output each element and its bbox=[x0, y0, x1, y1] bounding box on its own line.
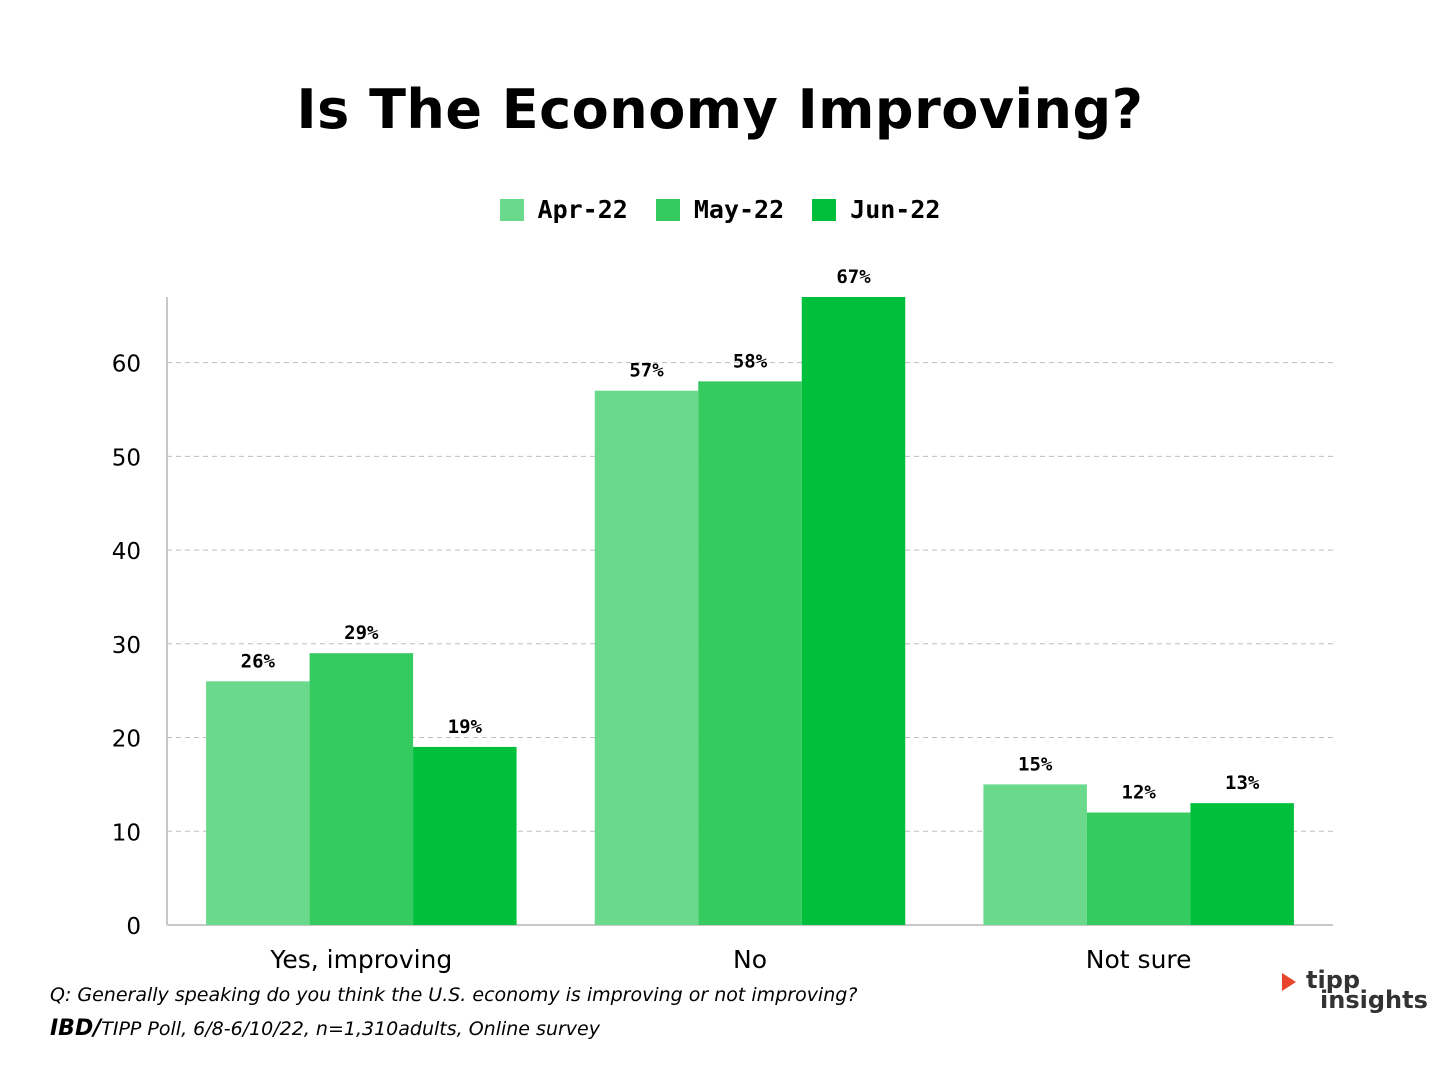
bar bbox=[594, 390, 699, 926]
x-category-label: No bbox=[733, 945, 767, 974]
data-label: 26% bbox=[241, 650, 276, 672]
x-category-label: Not sure bbox=[1086, 945, 1192, 974]
y-tick-label: 40 bbox=[112, 539, 141, 565]
y-tick-label: 50 bbox=[112, 445, 141, 471]
y-tick-label: 10 bbox=[112, 820, 141, 846]
bar bbox=[801, 297, 906, 925]
data-label: 13% bbox=[1225, 772, 1260, 794]
survey-source-bold: IBD/ bbox=[50, 1016, 102, 1041]
bar bbox=[413, 746, 517, 925]
bar bbox=[983, 784, 1087, 925]
legend-swatch-jun-22 bbox=[812, 198, 837, 221]
legend-label-apr-22: Apr-22 bbox=[537, 195, 628, 224]
y-tick-label: 20 bbox=[112, 727, 141, 753]
data-label: 58% bbox=[733, 350, 768, 372]
bar bbox=[206, 681, 310, 925]
legend-item-jun-22: Jun-22 bbox=[812, 195, 940, 224]
bar bbox=[1086, 812, 1191, 925]
data-label: 12% bbox=[1122, 782, 1157, 804]
data-label: 19% bbox=[448, 716, 483, 738]
bar bbox=[698, 381, 802, 925]
y-tick-label: 0 bbox=[126, 914, 141, 940]
legend-label-jun-22: Jun-22 bbox=[850, 195, 941, 224]
survey-source: IBD/TIPP Poll, 6/8-6/10/22, n=1,310adult… bbox=[50, 1016, 600, 1041]
chart-title: Is The Economy Improving? bbox=[296, 78, 1144, 141]
data-label: 67% bbox=[836, 266, 871, 288]
legend-swatch-apr-22 bbox=[499, 198, 524, 221]
data-label: 57% bbox=[629, 360, 664, 382]
x-category-label: Yes, improving bbox=[269, 945, 452, 974]
legend-item-may-22: May-22 bbox=[655, 195, 785, 224]
tipp-insights-logo: tipp insights bbox=[1282, 966, 1428, 1016]
y-tick-label: 30 bbox=[112, 633, 141, 659]
bar bbox=[309, 653, 414, 925]
legend-label-may-22: May-22 bbox=[693, 195, 785, 224]
logo-arrow-icon bbox=[1282, 973, 1296, 991]
data-label: 29% bbox=[344, 622, 379, 644]
survey-question: Q: Generally speaking do you think the U… bbox=[50, 984, 858, 1006]
legend-swatch-may-22 bbox=[655, 198, 680, 221]
y-tick-label: 60 bbox=[112, 352, 141, 378]
bar bbox=[1190, 803, 1294, 925]
survey-source-details: TIPP Poll, 6/8-6/10/22, n=1,310adults, O… bbox=[101, 1018, 600, 1040]
legend-item-apr-22: Apr-22 bbox=[499, 195, 628, 224]
chart-legend: Apr-22 May-22 Jun-22 bbox=[0, 195, 1440, 224]
logo-text-insights: insights bbox=[1320, 986, 1428, 1014]
logo-text-tipp: tipp bbox=[1306, 966, 1361, 994]
data-label: 15% bbox=[1018, 753, 1053, 775]
